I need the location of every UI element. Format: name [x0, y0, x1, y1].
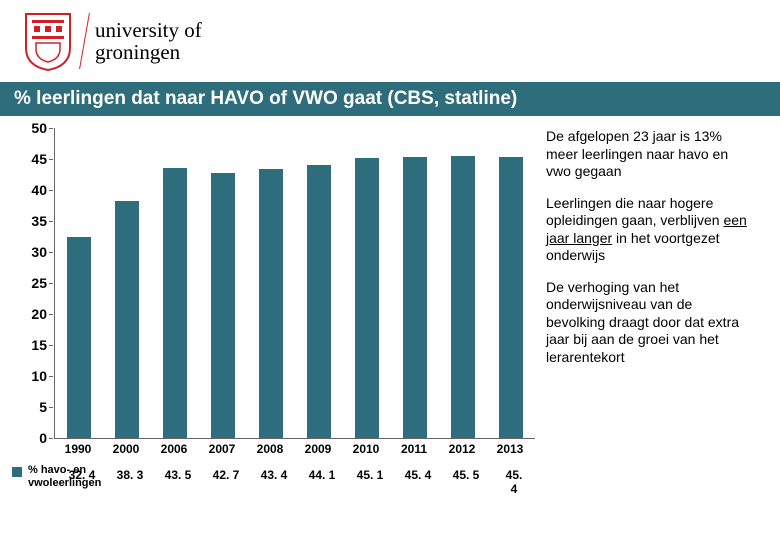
data-value: 44. 1	[309, 468, 336, 482]
y-tick	[49, 159, 53, 160]
data-value-row: 32. 4 38. 3 43. 5 42. 7 43. 4 44. 1 45. 1 45. 4…	[58, 464, 538, 488]
x-axis-labels: 1990 2000 2006 2007 2008 2009 2010 2011 2012 2013	[54, 438, 534, 460]
data-value: 38. 3	[117, 468, 144, 482]
y-tick-label: 35	[13, 213, 47, 229]
side-paragraph-1: De afgelopen 23 jaar is 13% meer leerlin…	[546, 128, 754, 181]
bar	[451, 156, 474, 438]
y-tick-label: 40	[13, 182, 47, 198]
header-divider	[79, 13, 90, 69]
y-tick-label: 30	[13, 244, 47, 260]
x-tick-label: 2007	[209, 442, 236, 456]
legend-row: % havo- en vwoleerlingen 32. 438. 343. 5…	[8, 464, 538, 489]
y-tick	[49, 407, 53, 408]
y-tick-label: 5	[13, 399, 47, 415]
y-tick-label: 10	[13, 368, 47, 384]
data-value: 45. 5	[453, 468, 480, 482]
data-value: 43. 5	[165, 468, 192, 482]
side-text: De afgelopen 23 jaar is 13% meer leerlin…	[546, 128, 754, 489]
bar	[163, 168, 186, 438]
x-tick-label: 2008	[257, 442, 284, 456]
data-value: 43. 4	[261, 468, 288, 482]
bar-chart: 05101520253035404550	[54, 128, 538, 438]
x-tick-label: 2010	[353, 442, 380, 456]
y-tick	[49, 314, 53, 315]
header: university of groningen	[0, 0, 780, 82]
bar	[259, 169, 282, 438]
legend-swatch	[12, 467, 22, 477]
data-value: 45. 4	[405, 468, 432, 482]
y-tick	[49, 283, 53, 284]
y-tick-label: 20	[13, 306, 47, 322]
y-tick-label: 0	[13, 430, 47, 446]
bar	[403, 157, 426, 438]
chart-area: 05101520253035404550 1990200020062007200…	[8, 128, 538, 489]
y-tick	[49, 252, 53, 253]
university-name: university of groningen	[95, 19, 202, 63]
side-paragraph-2: Leerlingen die naar hogere opleidingen g…	[546, 195, 754, 265]
y-tick	[49, 376, 53, 377]
content: 05101520253035404550 1990200020062007200…	[0, 118, 780, 489]
university-name-line1: university of	[95, 19, 202, 41]
x-tick-label: 2013	[497, 442, 524, 456]
x-tick-label: 2006	[161, 442, 188, 456]
y-tick-label: 50	[13, 120, 47, 136]
university-crest-icon	[20, 10, 76, 72]
bar	[115, 201, 138, 438]
y-tick-label: 15	[13, 337, 47, 353]
x-tick-label: 1990	[65, 442, 92, 456]
y-tick-label: 45	[13, 151, 47, 167]
x-tick-label: 2000	[113, 442, 140, 456]
y-tick	[49, 221, 53, 222]
data-value: 32. 4	[69, 468, 96, 482]
data-value: 45. 1	[357, 468, 384, 482]
bar	[499, 157, 522, 438]
y-tick-label: 25	[13, 275, 47, 291]
bar	[211, 173, 234, 438]
side-paragraph-3: De verhoging van het onderwijsniveau van…	[546, 279, 754, 367]
y-tick	[49, 128, 53, 129]
x-tick-label: 2009	[305, 442, 332, 456]
x-tick-label: 2012	[449, 442, 476, 456]
slide-title: % leerlingen dat naar HAVO of VWO gaat (…	[0, 82, 780, 118]
bar	[307, 165, 330, 438]
data-value: 45. 4	[502, 468, 526, 496]
plot-region: 05101520253035404550	[54, 128, 535, 439]
y-tick	[49, 438, 53, 439]
data-value: 42. 7	[213, 468, 240, 482]
y-tick	[49, 190, 53, 191]
bar	[355, 158, 378, 438]
university-name-line2: groningen	[95, 41, 202, 63]
bar	[67, 237, 90, 438]
y-tick	[49, 345, 53, 346]
x-tick-label: 2011	[401, 442, 427, 456]
